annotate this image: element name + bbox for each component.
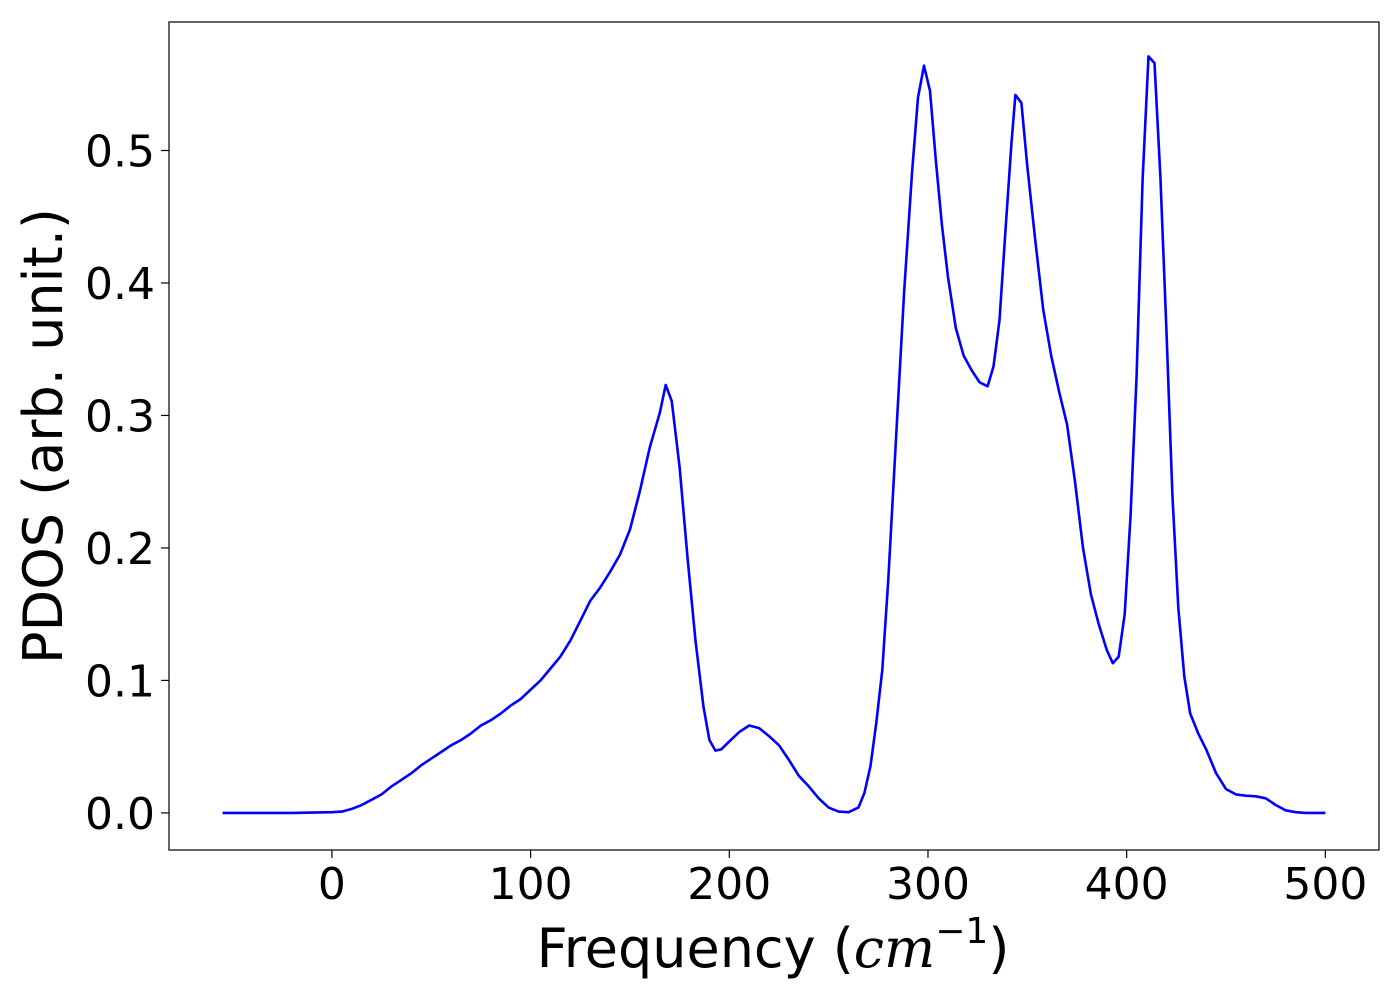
x-tick-label: 0 — [318, 859, 346, 910]
x-tick-label: 400 — [1085, 859, 1169, 910]
plot-frame — [168, 21, 1380, 851]
x-axis-title-unit: cm — [854, 917, 935, 980]
y-tick-label: 0.2 — [85, 524, 155, 575]
x-axis-title-suffix: ) — [988, 917, 1009, 980]
y-tick-label: 0.3 — [85, 391, 155, 442]
x-tick-label: 100 — [489, 859, 573, 910]
y-tick-label: 0.0 — [85, 789, 155, 840]
y-axis-ticks: 0.0 0.1 0.2 0.3 0.4 0.5 — [85, 127, 169, 840]
plot-layer — [222, 55, 1326, 815]
y-axis-title: PDOS (arb. unit.) — [12, 208, 75, 664]
x-axis-title: Frequency (cm−1) — [537, 911, 1010, 980]
y-tick-label: 0.5 — [85, 127, 155, 178]
x-tick-label: 500 — [1283, 859, 1367, 910]
pdos-series-line — [222, 55, 1326, 815]
y-tick-label: 0.4 — [85, 259, 155, 310]
x-axis-ticks: 0 100 200 300 400 500 — [318, 850, 1367, 910]
x-axis-title-exponent: −1 — [935, 911, 988, 952]
x-axis-title-prefix: Frequency ( — [537, 917, 854, 980]
x-tick-label: 300 — [886, 859, 970, 910]
y-tick-label: 0.1 — [85, 656, 155, 707]
x-tick-label: 200 — [687, 859, 771, 910]
